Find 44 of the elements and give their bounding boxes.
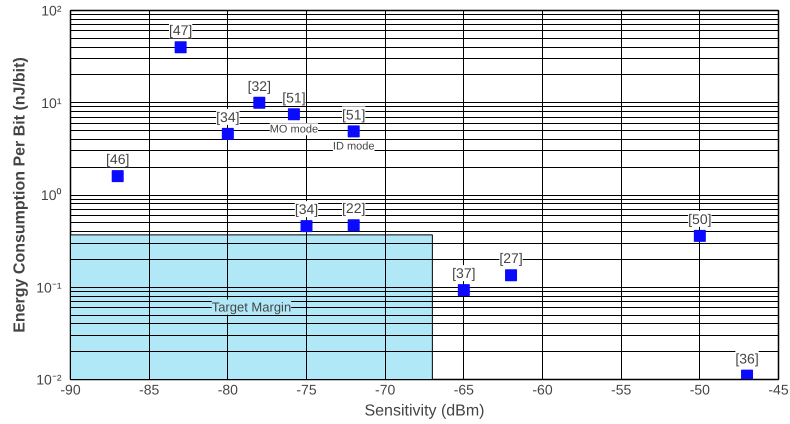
annotation: [22] — [342, 200, 366, 216]
annotation: MO mode — [270, 123, 318, 136]
y-tick-label: 10¹ — [41, 94, 62, 111]
annotation: [47] — [168, 22, 192, 38]
annotation: [34] — [216, 108, 240, 125]
y-tick-label: 10⁻¹ — [36, 279, 62, 296]
annotation: [36] — [735, 350, 759, 367]
x-axis-title: Sensitivity (dBm) — [364, 402, 485, 420]
point — [694, 230, 706, 242]
point — [348, 219, 360, 232]
point — [741, 370, 754, 380]
point — [348, 125, 360, 138]
x-tick-label: -60 — [532, 382, 553, 398]
point — [300, 220, 312, 232]
annotation: [51] — [342, 106, 366, 122]
y-tick-label: 10⁰ — [40, 187, 62, 203]
y-tick-label: 10² — [41, 2, 62, 18]
x-tick-label: -50 — [690, 382, 710, 398]
x-tick-label: -75 — [296, 382, 317, 398]
x-tick-label: -70 — [375, 382, 396, 398]
point — [222, 128, 234, 140]
annotation: ID mode — [332, 140, 374, 152]
x-tick-label: -45 — [768, 382, 789, 398]
annotation: [27] — [499, 250, 523, 266]
annotation: [46] — [106, 151, 130, 168]
annotation: [32] — [248, 78, 271, 94]
annotation: Target Margin — [212, 300, 292, 315]
annotation: [37] — [452, 265, 476, 282]
point — [253, 96, 266, 109]
point — [288, 108, 300, 120]
point — [458, 284, 470, 296]
x-tick-label: -55 — [611, 382, 632, 398]
y-axis-title: Energy Consumption Per Bit (nJ/bit) — [11, 57, 28, 333]
x-tick-label: -85 — [139, 382, 160, 398]
point — [505, 269, 518, 282]
x-tick-label: -65 — [454, 382, 474, 398]
annotation: [34] — [294, 201, 318, 218]
annotation: [51] — [282, 89, 306, 106]
x-tick-label: -80 — [218, 382, 238, 398]
annotation: [50] — [688, 210, 712, 227]
y-tick-label: 10⁻² — [36, 372, 62, 388]
x-tick-label: -90 — [60, 382, 81, 398]
point — [174, 41, 187, 54]
point — [112, 170, 124, 182]
